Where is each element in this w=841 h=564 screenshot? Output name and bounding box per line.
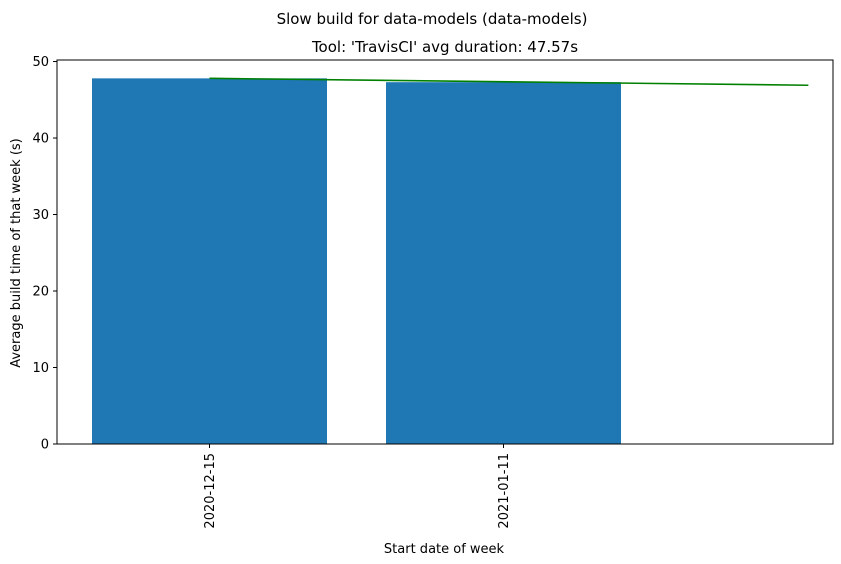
trend-line-group bbox=[209, 77, 809, 87]
trend-line bbox=[209, 77, 809, 87]
y-tick-label: 10 bbox=[32, 361, 49, 376]
y-axis-label: Average build time of that week (s) bbox=[9, 138, 24, 368]
bar-2021-01-11 bbox=[386, 82, 621, 445]
x-axis: 2020-12-15 2021-01-11 bbox=[203, 444, 512, 529]
chart-title: Tool: 'TravisCI' avg duration: 47.57s bbox=[311, 38, 578, 56]
x-axis-label: Start date of week bbox=[384, 542, 505, 557]
y-tick-label: 50 bbox=[32, 55, 49, 70]
plot-frame bbox=[56, 59, 834, 445]
y-tick-label: 0 bbox=[41, 438, 49, 453]
chart-suptitle: Slow build for data-models (data-models) bbox=[277, 10, 588, 28]
y-tick-label: 30 bbox=[32, 208, 49, 223]
x-tick-label: 2021-01-11 bbox=[497, 453, 512, 529]
y-tick-label: 20 bbox=[32, 285, 49, 300]
bar-2020-12-15 bbox=[92, 78, 327, 444]
x-tick-label: 2020-12-15 bbox=[203, 453, 218, 529]
y-tick-label: 40 bbox=[32, 132, 49, 147]
bars bbox=[92, 78, 621, 445]
y-axis: 0 10 20 30 40 50 bbox=[32, 55, 57, 453]
